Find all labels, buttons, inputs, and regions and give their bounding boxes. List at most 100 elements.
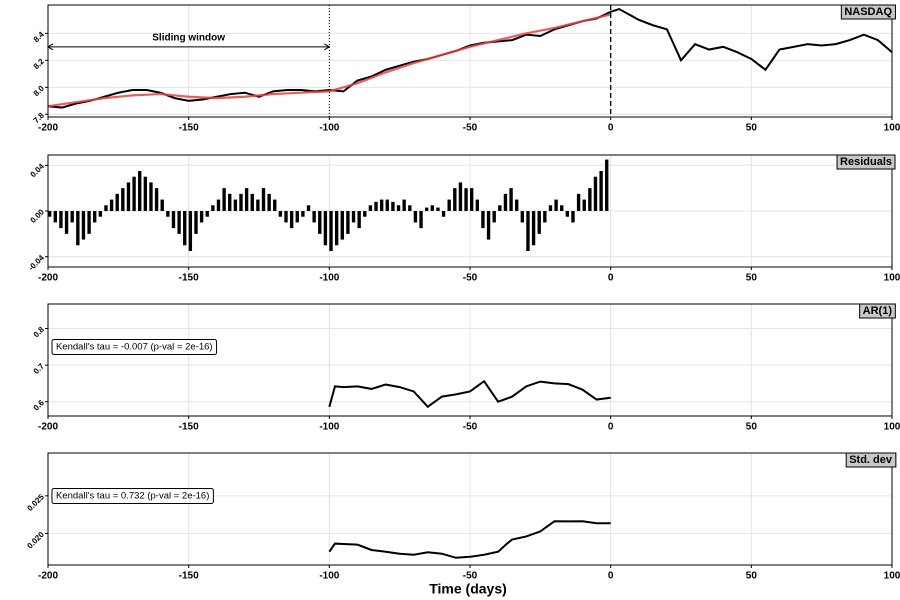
bar [368, 205, 373, 211]
x-tick-label: 50 [746, 571, 758, 582]
bar [188, 211, 193, 251]
bar [166, 211, 170, 217]
bar [199, 211, 204, 223]
series-line [328, 520, 611, 559]
bar [64, 211, 69, 234]
bar [441, 211, 446, 217]
bar [554, 199, 558, 211]
panel: -200 -150 -100 -50 0 50 100 0.020 0.025 Kendall's… [25, 452, 900, 597]
bar [261, 188, 266, 211]
bar [481, 211, 485, 229]
bar [211, 205, 215, 211]
bar [593, 176, 598, 211]
bar [430, 205, 434, 211]
bar [183, 211, 187, 246]
panel-title: AR(1) [863, 305, 893, 317]
x-tick-label: 0 [608, 273, 614, 284]
bar [396, 205, 401, 211]
bar [509, 188, 513, 211]
bar [329, 211, 333, 251]
panel-title: Residuals [840, 156, 892, 168]
x-tick-label: 50 [746, 123, 758, 134]
bar [267, 193, 271, 211]
bar [284, 211, 288, 223]
bar [244, 188, 249, 211]
x-tick-label: -200 [38, 571, 58, 582]
panel-title: NASDAQ [844, 6, 892, 18]
bar [537, 211, 541, 234]
bar [453, 188, 457, 211]
bar [228, 193, 232, 211]
bar [486, 211, 491, 240]
y-tick-label: 0.8 [32, 325, 47, 340]
panel-title-box [836, 154, 896, 170]
x-tick-label: 50 [746, 422, 758, 433]
x-tick-label: -100 [319, 273, 339, 284]
x-tick-label: -50 [463, 422, 478, 433]
x-tick-label: -100 [319, 422, 339, 433]
bar [171, 211, 176, 229]
x-tick-label: -200 [38, 422, 58, 433]
y-tick-label: -0.04 [27, 253, 47, 273]
plot-frame [47, 303, 893, 417]
bar [498, 205, 502, 211]
bar [548, 205, 553, 211]
bar [154, 188, 159, 211]
bar [312, 211, 316, 223]
bar [464, 188, 468, 211]
bar [531, 211, 536, 246]
bar [109, 199, 114, 211]
plot-frame [47, 154, 893, 268]
panel-title-box [859, 303, 896, 319]
panel-title-box [840, 4, 896, 20]
bar [503, 193, 508, 211]
bar [278, 211, 283, 217]
bar [48, 211, 52, 217]
bar [385, 199, 389, 211]
series-line [328, 379, 611, 409]
bar [93, 211, 97, 223]
bar [233, 199, 238, 211]
plot-frame [47, 452, 893, 566]
bar [571, 211, 575, 223]
bar [379, 199, 384, 211]
y-tick-label: 8.4 [32, 29, 47, 44]
x-tick-label: 0 [608, 571, 614, 582]
bar [318, 211, 322, 234]
bar [295, 211, 299, 223]
x-tick-label: -50 [463, 123, 478, 134]
bar [413, 211, 418, 223]
bar [216, 199, 221, 211]
panel: -200 -150 -100 -50 0 50 100 0.6 0.7 0.8 Kendall's … [32, 303, 900, 433]
bar [515, 199, 519, 211]
bar [132, 176, 136, 211]
bar [273, 199, 277, 211]
bar [323, 211, 328, 246]
bar [126, 182, 131, 211]
y-tick-label: 8.2 [32, 56, 47, 71]
x-tick-label: -100 [319, 571, 339, 582]
x-tick-label: -150 [179, 123, 199, 134]
bar [543, 211, 547, 223]
x-tick-label: -150 [179, 273, 199, 284]
annotation: Kendall's tau = 0.732 (p-val = 2e-16) [56, 491, 209, 502]
x-tick-label: -200 [38, 273, 58, 284]
bar [424, 207, 429, 211]
y-tick-label: 0.7 [32, 361, 47, 376]
bar [605, 159, 609, 211]
bar [391, 201, 395, 211]
x-tick-label: -100 [319, 123, 339, 134]
bar [340, 211, 344, 240]
bar [222, 188, 226, 211]
y-tick-label: 0.6 [32, 398, 47, 413]
series-line [47, 13, 611, 108]
bar [436, 207, 440, 211]
annotation-box [51, 488, 214, 505]
panel: -200 -150 -100 -50 0 50 100 -0.04 0.00 0.04 Residu… [27, 154, 900, 284]
y-tick-label: 0.00 [29, 207, 47, 225]
y-tick-label: 8.0 [32, 83, 47, 98]
bar [177, 211, 181, 234]
bar [576, 193, 581, 211]
